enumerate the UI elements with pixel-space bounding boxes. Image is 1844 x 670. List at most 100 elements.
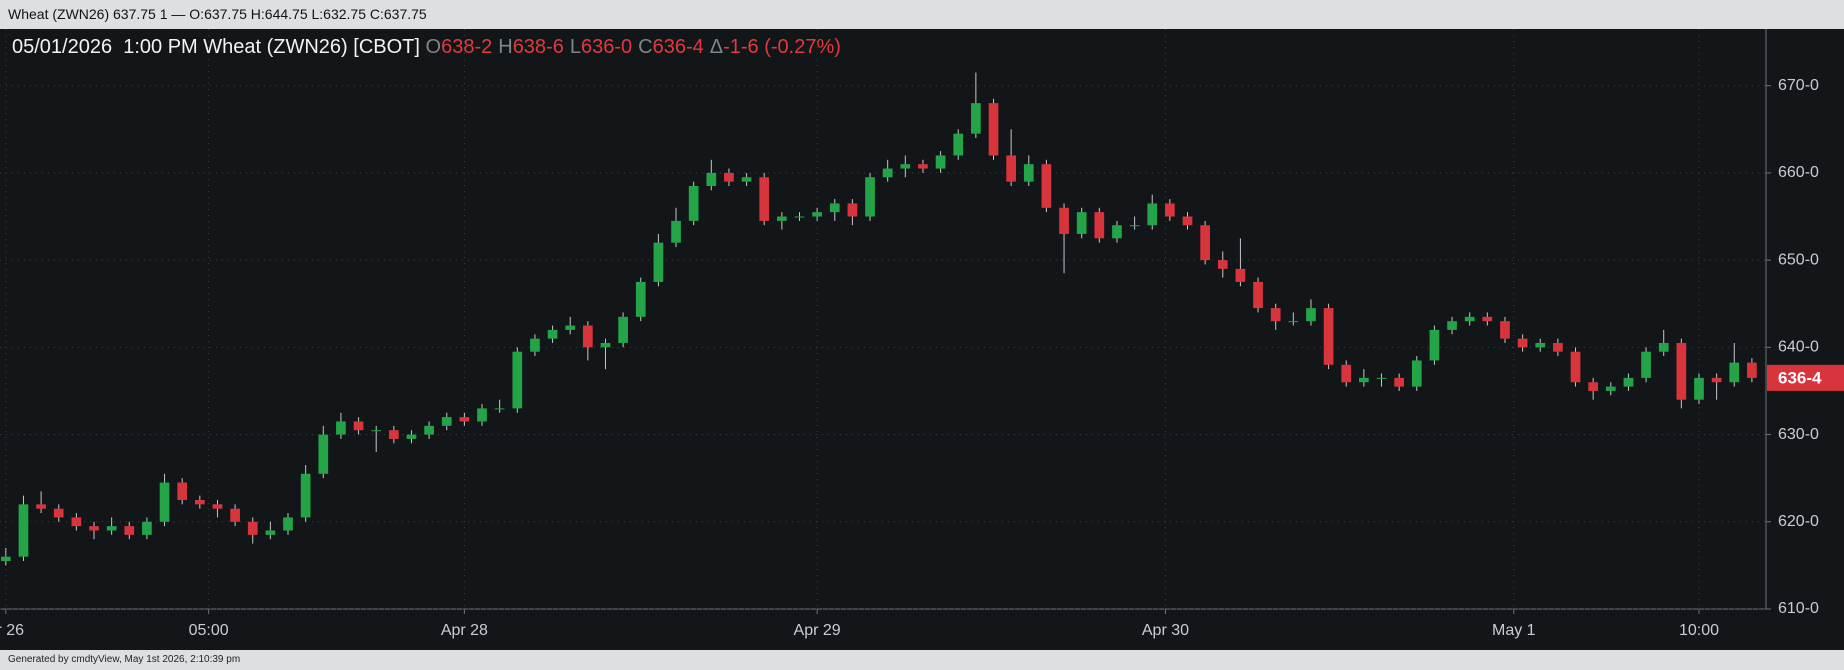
- candle-body: [124, 526, 135, 535]
- candle-body: [1588, 382, 1599, 391]
- candle-body: [794, 216, 805, 218]
- candles: [0, 72, 1757, 566]
- candle-body: [159, 482, 170, 522]
- legend: 05/01/2026 1:00 PM Wheat (ZWN26) [CBOT] …: [12, 36, 847, 59]
- candle-body: [1641, 351, 1651, 378]
- chart: 610-0 620-0 630-0 640-0 650-0 660-0 670-0 pr 26…: [0, 29, 1844, 650]
- candle-body: [1711, 377, 1722, 383]
- candle-body: [1341, 364, 1352, 383]
- grid: [0, 29, 1766, 610]
- candle-body: [988, 103, 999, 156]
- candle-body: [865, 177, 875, 217]
- candle-body: [142, 521, 152, 535]
- candle-body: [1500, 321, 1510, 339]
- footer: Generated by cmdtyView, May 1st 2026, 2:…: [0, 650, 1844, 670]
- candle-body: [1394, 377, 1404, 387]
- candle-body: [318, 434, 329, 474]
- candle-body: [1517, 338, 1528, 348]
- candle-body: [265, 530, 276, 535]
- x-tick-label: pr 26: [0, 622, 24, 639]
- candle-body: [1165, 203, 1175, 217]
- candle-body: [53, 508, 64, 518]
- legend-value: 638-6: [512, 36, 564, 58]
- candle-body: [477, 408, 487, 422]
- candle-body: [512, 351, 523, 409]
- axes: 610-0 620-0 630-0 640-0 650-0 660-0 670-0 pr 26…: [0, 77, 1844, 639]
- candle-body: [1217, 260, 1228, 269]
- candle-body: [1482, 316, 1493, 322]
- candle-body: [547, 329, 558, 339]
- legend-key: L: [569, 36, 581, 58]
- price-tag-label: 636-4: [1778, 368, 1822, 387]
- candle-body: [1112, 225, 1122, 239]
- candle-body: [441, 417, 452, 426]
- candle-body: [1076, 212, 1087, 234]
- candle-body: [847, 203, 858, 217]
- candle-body: [1306, 308, 1316, 322]
- axis-background: [1766, 29, 1844, 609]
- candle-body: [1129, 225, 1140, 227]
- candle-body: [0, 556, 11, 562]
- candle-body: [935, 155, 946, 169]
- title-bar: Wheat (ZWN26) 637.75 1 — O:637.75 H:644.…: [0, 0, 1844, 29]
- candle-body: [1676, 342, 1687, 400]
- y-tick-label: 620-0: [1778, 513, 1819, 530]
- candle-body: [1041, 164, 1052, 208]
- candle-body: [1694, 377, 1704, 400]
- candle-body: [388, 430, 399, 439]
- candle-body: [1182, 216, 1193, 226]
- candle-body: [1270, 308, 1281, 322]
- candle-body: [918, 164, 928, 169]
- y-tick-label: 650-0: [1778, 251, 1819, 268]
- legend-value: 636-0: [580, 36, 633, 58]
- candle-body: [530, 338, 540, 352]
- candle-body: [1323, 308, 1334, 365]
- y-tick-label: 660-0: [1778, 164, 1819, 181]
- candle-body: [1235, 268, 1246, 282]
- y-tick-label: 640-0: [1778, 339, 1819, 356]
- candle-body: [829, 203, 840, 213]
- candle-body: [406, 434, 417, 439]
- candle-body: [671, 220, 681, 243]
- candle-body: [882, 168, 893, 178]
- candle-body: [336, 421, 346, 435]
- candle-body: [424, 425, 434, 435]
- candle-body: [759, 177, 770, 221]
- candle-body: [1023, 164, 1034, 182]
- x-tick-label: 10:00: [1679, 622, 1719, 639]
- candle-body: [1464, 316, 1475, 322]
- candle-body: [230, 508, 240, 522]
- candle-body: [1376, 377, 1387, 379]
- candle-body: [706, 172, 717, 186]
- candle-body: [1094, 212, 1105, 239]
- candle-body: [1429, 329, 1440, 361]
- candle-body: [618, 316, 628, 343]
- candle-body: [1447, 321, 1457, 330]
- candle-body: [18, 504, 29, 557]
- legend-value: -1-6 (-0.27%): [723, 36, 841, 58]
- candle-body: [653, 242, 664, 282]
- x-tick-label: 05:00: [189, 622, 229, 639]
- legend-title: 05/01/2026 1:00 PM Wheat (ZWN26) [CBOT]: [12, 36, 420, 58]
- candle-body: [1411, 360, 1422, 387]
- candle-body: [1747, 362, 1757, 378]
- candle-body: [1253, 281, 1263, 309]
- candle-body: [1006, 155, 1016, 182]
- candle-body: [1535, 342, 1546, 348]
- candle-body: [494, 408, 505, 410]
- candle-body: [89, 526, 99, 531]
- candle-body: [194, 499, 205, 505]
- candle-body: [724, 172, 734, 182]
- legend-key: C: [638, 36, 653, 58]
- legend-value: 636-4: [652, 36, 704, 58]
- candle-body: [1553, 342, 1563, 352]
- y-tick-label: 630-0: [1778, 426, 1819, 443]
- y-tick-label: 670-0: [1778, 77, 1819, 94]
- x-tick-label: Apr 28: [441, 622, 488, 639]
- x-tick-label: Apr 29: [794, 622, 841, 639]
- candle-body: [741, 177, 752, 182]
- candle-body: [777, 216, 787, 221]
- candle-body: [371, 430, 382, 432]
- x-tick-label: Apr 30: [1142, 622, 1189, 639]
- candle-body: [177, 482, 188, 500]
